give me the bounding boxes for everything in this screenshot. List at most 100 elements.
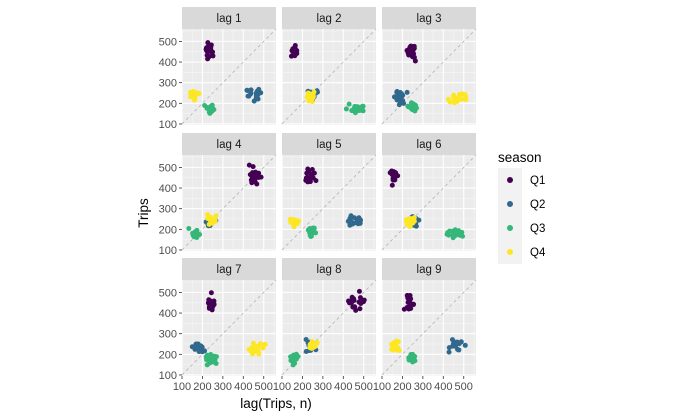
point-Q1 <box>361 297 367 303</box>
panel-lag-7: lag 7 <box>181 258 277 376</box>
point-Q3 <box>290 358 296 364</box>
point-Q4 <box>262 341 268 347</box>
facet-strip <box>382 133 476 155</box>
point-Q1 <box>350 304 356 310</box>
panel-lag-9: lag 9 <box>381 258 477 376</box>
point-Q4 <box>291 224 297 230</box>
point-Q1 <box>209 305 215 311</box>
facet-strip-label: lag 2 <box>317 13 342 25</box>
point-Q1 <box>401 306 407 312</box>
point-Q3 <box>460 233 466 239</box>
facet-strip <box>382 7 476 29</box>
point-Q4 <box>457 91 463 97</box>
y-tick-label: 500 <box>159 36 177 48</box>
point-Q3 <box>357 105 363 111</box>
point-Q2 <box>416 217 422 223</box>
point-Q2 <box>397 90 403 96</box>
point-Q2 <box>451 342 457 348</box>
point-Q4 <box>213 213 219 219</box>
point-Q1 <box>246 162 252 168</box>
x-tick-label: 400 <box>234 381 252 393</box>
panel-lag-4: lag 4 <box>181 133 277 251</box>
point-Q1 <box>353 307 359 313</box>
point-Q4 <box>391 346 397 352</box>
identity-reference-line <box>181 28 277 125</box>
point-Q2 <box>245 93 251 99</box>
facet-strip-label: lag 6 <box>417 139 442 151</box>
point-Q3 <box>410 359 416 365</box>
point-Q2 <box>446 345 452 351</box>
point-Q3 <box>208 104 214 110</box>
point-Q4 <box>290 217 296 223</box>
point-Q1 <box>345 298 351 304</box>
point-Q3 <box>204 105 210 111</box>
point-Q2 <box>303 349 309 355</box>
identity-reference-line <box>381 154 477 251</box>
facet-strip-label: lag 4 <box>217 139 243 151</box>
point-Q4 <box>210 219 216 225</box>
point-Q4 <box>257 341 263 347</box>
x-tick-label: 100 <box>273 381 291 393</box>
point-Q4 <box>447 99 453 105</box>
point-Q1 <box>288 53 294 59</box>
panel-lag-3: lag 3 <box>381 7 477 125</box>
facet-strip <box>282 133 376 155</box>
point-Q1 <box>356 288 362 294</box>
point-Q3 <box>352 104 358 110</box>
legend-key-Q3 <box>507 225 513 231</box>
point-Q2 <box>455 346 461 352</box>
point-Q1 <box>307 179 313 185</box>
point-Q4 <box>305 90 311 96</box>
point-Q2 <box>196 346 202 352</box>
x-tick-label: 200 <box>293 381 311 393</box>
point-Q1 <box>392 177 398 183</box>
x-tick-label: 100 <box>173 381 191 393</box>
point-Q3 <box>213 360 219 366</box>
point-Q3 <box>290 362 296 368</box>
point-Q1 <box>208 42 214 48</box>
panel-lag-8: lag 8 <box>281 258 377 376</box>
point-Q2 <box>255 96 261 102</box>
legend-key-background <box>498 168 522 264</box>
panel-lag-5: lag 5 <box>281 133 377 251</box>
point-Q1 <box>406 299 412 305</box>
point-Q3 <box>193 230 199 236</box>
point-Q1 <box>206 54 212 60</box>
point-Q3 <box>343 106 349 112</box>
panel-lag-1: lag 1 <box>181 7 277 125</box>
point-Q1 <box>258 174 264 180</box>
y-tick-label: 500 <box>159 287 177 299</box>
facet-strip-label: lag 9 <box>417 264 442 276</box>
point-Q1 <box>211 298 217 304</box>
point-Q1 <box>250 170 256 176</box>
y-tick-label: 500 <box>159 162 177 174</box>
y-axis-ticks: 100 200 300 400 500 100 200 300 400 500 100 200 300 4… <box>159 36 182 382</box>
identity-reference-line <box>281 28 377 125</box>
point-Q3 <box>410 351 416 357</box>
facet-strip-label: lag 8 <box>317 264 342 276</box>
point-Q3 <box>346 101 352 107</box>
identity-reference-line <box>181 154 277 251</box>
point-Q1 <box>304 170 310 176</box>
panel-lag-2: lag 2 <box>281 7 377 125</box>
point-Q1 <box>309 167 315 173</box>
point-Q4 <box>310 340 316 346</box>
y-tick-label: 100 <box>159 245 177 257</box>
point-Q2 <box>399 93 405 99</box>
identity-reference-line <box>281 154 377 251</box>
point-Q2 <box>357 219 363 225</box>
point-Q2 <box>449 337 455 343</box>
panel-lag-6: lag 6 <box>381 133 477 251</box>
point-Q3 <box>409 101 415 107</box>
x-axis-ticks: 100 200 300 400 500 100 200 300 400 500 100 200 300 4… <box>173 376 473 393</box>
y-axis-title: Trips <box>136 198 151 228</box>
y-tick-label: 200 <box>159 349 177 361</box>
y-tick-label: 300 <box>159 204 177 216</box>
legend-label-Q4: Q4 <box>530 247 546 259</box>
point-Q4 <box>196 91 202 97</box>
point-Q1 <box>256 170 262 176</box>
y-tick-label: 200 <box>159 224 177 236</box>
legend-key-Q1 <box>507 177 513 183</box>
point-Q1 <box>357 306 363 312</box>
point-Q4 <box>310 91 316 97</box>
